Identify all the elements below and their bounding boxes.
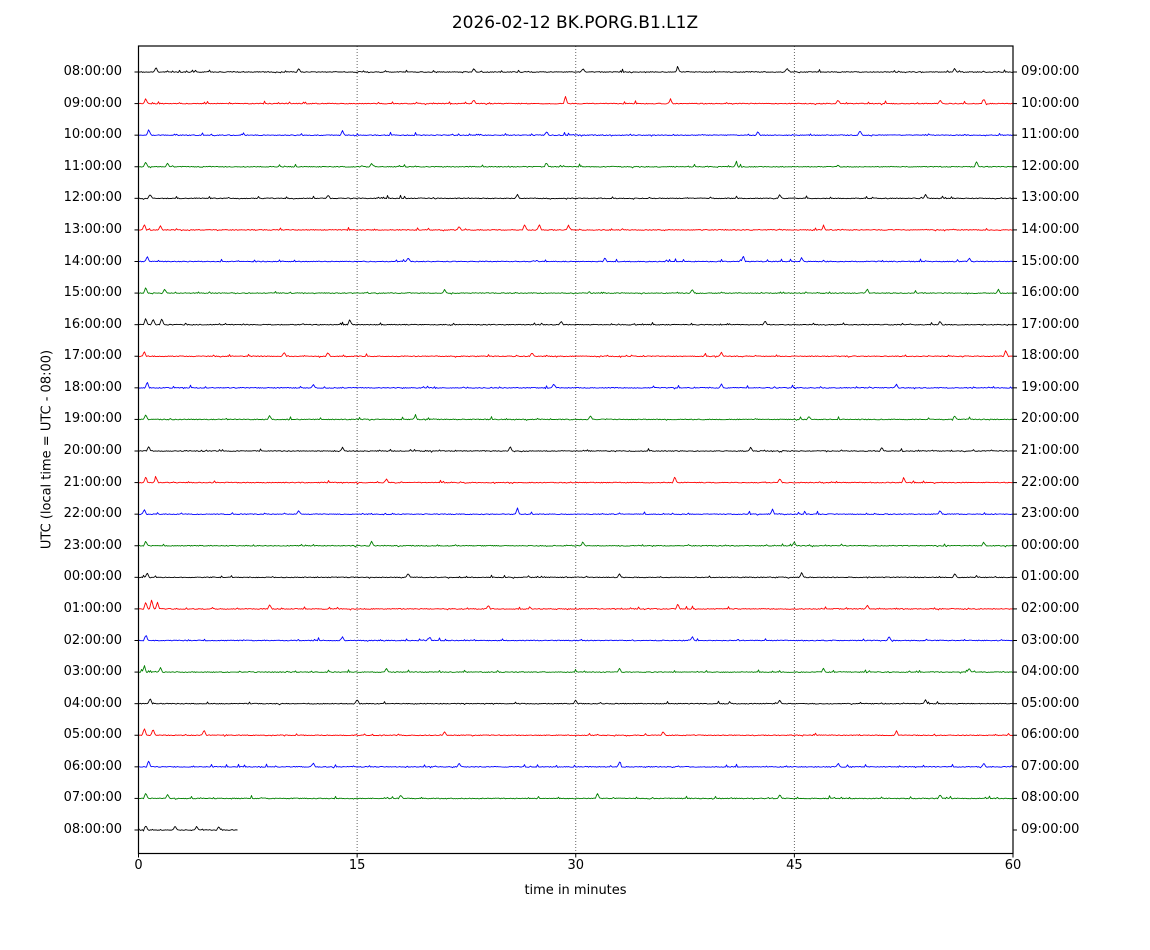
seismic-trace — [138, 350, 1014, 358]
seismic-trace — [138, 414, 1014, 421]
local-time-label: 22:00:00 — [1021, 474, 1080, 490]
seismic-trace — [138, 96, 1014, 106]
seismic-trace — [138, 475, 1014, 485]
local-time-label: 01:00:00 — [1021, 569, 1080, 585]
seismic-trace — [138, 160, 1014, 169]
utc-time-label: 21:00:00 — [63, 474, 122, 490]
x-tick-label: 60 — [1004, 858, 1022, 873]
seismic-trace — [138, 507, 1014, 516]
x-tick-label: 30 — [567, 858, 585, 873]
local-time-label: 05:00:00 — [1021, 695, 1080, 711]
utc-time-label: 17:00:00 — [63, 348, 122, 364]
local-time-label: 15:00:00 — [1021, 253, 1080, 269]
utc-time-label: 10:00:00 — [63, 127, 122, 143]
local-time-label: 09:00:00 — [1021, 64, 1080, 79]
seismic-trace — [138, 635, 1014, 642]
utc-time-label: 06:00:00 — [63, 758, 122, 774]
local-time-label: 12:00:00 — [1021, 158, 1080, 174]
local-time-label: 06:00:00 — [1021, 727, 1080, 743]
local-time-label: 10:00:00 — [1021, 95, 1080, 111]
seismic-trace — [138, 760, 1014, 769]
local-time-label: 00:00:00 — [1021, 537, 1080, 553]
seismic-trace — [138, 287, 1014, 295]
utc-time-label: 14:00:00 — [63, 253, 122, 269]
local-time-label: 20:00:00 — [1021, 411, 1080, 427]
local-time-label: 11:00:00 — [1021, 127, 1080, 143]
seismic-trace — [138, 446, 1014, 453]
seismic-trace — [138, 193, 1014, 200]
seismic-trace — [138, 572, 1014, 579]
utc-time-label: 11:00:00 — [63, 158, 122, 174]
utc-time-label: 12:00:00 — [63, 190, 122, 206]
utc-time-label: 16:00:00 — [63, 316, 122, 332]
seismic-trace — [138, 665, 1014, 674]
utc-time-label: 22:00:00 — [63, 506, 122, 522]
seismic-trace — [138, 65, 1014, 74]
utc-time-label: 23:00:00 — [63, 537, 122, 553]
utc-time-label: 05:00:00 — [63, 727, 122, 743]
local-time-label: 13:00:00 — [1021, 190, 1080, 206]
utc-time-label: 03:00:00 — [63, 664, 122, 680]
seismic-trace — [138, 793, 1014, 800]
seismic-trace — [138, 224, 1014, 232]
local-time-label: 04:00:00 — [1021, 664, 1080, 680]
local-time-label: 21:00:00 — [1021, 443, 1080, 458]
local-time-label: 19:00:00 — [1021, 379, 1080, 395]
local-time-label: 09:00:00 — [1021, 822, 1080, 837]
utc-time-label: 04:00:00 — [63, 695, 122, 711]
utc-time-label: 08:00:00 — [63, 64, 122, 79]
utc-time-label: 02:00:00 — [63, 632, 122, 648]
utc-time-label: 08:00:00 — [63, 822, 122, 837]
utc-time-label: 07:00:00 — [63, 790, 122, 806]
x-tick-label: 45 — [786, 858, 803, 873]
local-time-label: 03:00:00 — [1021, 632, 1080, 648]
seismic-trace — [138, 318, 1014, 326]
seismic-trace — [138, 698, 1014, 706]
seismic-trace — [138, 599, 1014, 611]
utc-time-label: 20:00:00 — [63, 443, 122, 458]
local-time-label: 18:00:00 — [1021, 348, 1080, 364]
local-time-label: 14:00:00 — [1021, 221, 1080, 237]
seismic-trace — [138, 382, 1014, 390]
utc-time-label: 00:00:00 — [63, 569, 122, 585]
x-tick-label: 0 — [134, 858, 143, 873]
x-axis-label: time in minutes — [524, 883, 627, 898]
seismic-trace — [138, 825, 238, 832]
utc-time-label: 19:00:00 — [63, 411, 122, 427]
utc-time-label: 13:00:00 — [63, 221, 122, 237]
local-time-label: 08:00:00 — [1021, 790, 1080, 806]
seismic-trace — [138, 255, 1014, 263]
utc-time-label: 18:00:00 — [63, 379, 122, 395]
chart-title: 2026-02-12 BK.PORG.B1.L1Z — [451, 13, 699, 33]
utc-time-label: 09:00:00 — [63, 95, 122, 111]
local-time-label: 16:00:00 — [1021, 285, 1080, 301]
seismic-trace — [138, 728, 1014, 737]
local-time-label: 07:00:00 — [1021, 758, 1080, 774]
x-tick-label: 15 — [348, 858, 366, 873]
local-time-label: 17:00:00 — [1021, 316, 1080, 332]
utc-time-label: 15:00:00 — [63, 285, 122, 301]
seismic-trace — [138, 129, 1014, 137]
utc-time-label: 01:00:00 — [63, 600, 122, 616]
local-time-label: 23:00:00 — [1021, 506, 1080, 522]
seismic-trace — [138, 540, 1014, 548]
local-time-label: 02:00:00 — [1021, 600, 1080, 616]
